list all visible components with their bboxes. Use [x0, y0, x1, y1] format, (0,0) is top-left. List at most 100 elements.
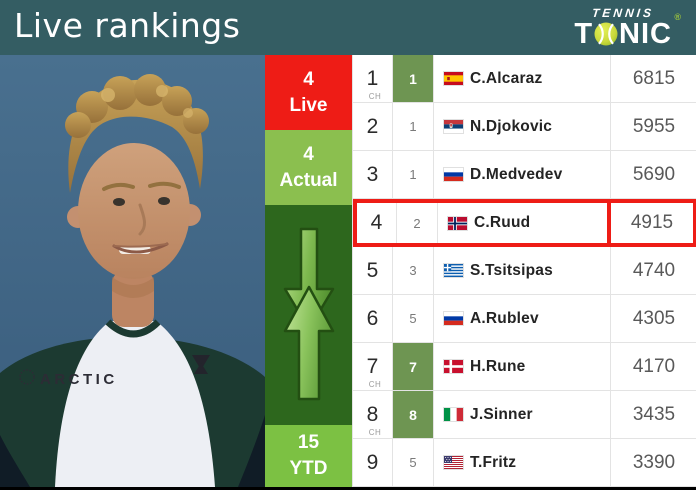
player-cell: C.Alcaraz: [434, 55, 611, 102]
rank-cell: 3 CH: [353, 151, 393, 198]
rank-cell: 6 CH: [353, 295, 393, 342]
points-value: 5955: [632, 115, 676, 137]
change-cell: 5: [393, 295, 434, 342]
player-name: H.Rune: [470, 357, 526, 375]
change-number: 1: [409, 119, 417, 134]
points-value: 4305: [632, 307, 676, 329]
change-number: 7: [409, 358, 417, 375]
ch-label: CH: [368, 92, 382, 101]
table-row[interactable]: 5 CH 3 S.Tsitsipas 4740: [353, 247, 696, 295]
player-cell: C.Ruud: [438, 203, 607, 243]
table-row[interactable]: 6 CH 5 A.Rublev 4305: [353, 295, 696, 343]
actual-rank-label: Actual: [279, 169, 338, 191]
points-value: 4915: [630, 212, 674, 233]
points-cell: 3435: [611, 391, 696, 438]
logo-tennis-text: TENNIS: [591, 5, 655, 20]
registered-mark: ®: [674, 11, 681, 22]
player-cell: A.Rublev: [434, 295, 611, 342]
points-value: 5690: [632, 163, 676, 185]
points-cell: 6815: [611, 55, 696, 102]
country-flag-icon: [444, 360, 463, 373]
player-name: T.Fritz: [470, 453, 517, 471]
points-value: 3435: [632, 403, 676, 425]
rank-cell: 9 CH: [353, 439, 393, 486]
player-name: C.Alcaraz: [470, 69, 543, 87]
table-row[interactable]: 7 CH 7 H.Rune 4170: [353, 343, 696, 391]
player-cell: N.Djokovic: [434, 103, 611, 150]
player-cell: J.Sinner: [434, 391, 611, 438]
player-cell: T.Fritz: [434, 439, 611, 486]
player-name: J.Sinner: [470, 405, 533, 423]
actual-rank-value: 4: [303, 143, 314, 165]
change-number: 1: [409, 167, 417, 182]
table-row[interactable]: 4 CH 2 C.Ruud 4915: [353, 199, 696, 247]
change-number: 5: [409, 311, 417, 326]
change-number: 5: [409, 455, 417, 470]
live-rank-label: Live: [289, 94, 328, 116]
change-cell: 7: [393, 343, 434, 390]
player-cell: H.Rune: [434, 343, 611, 390]
actual-rank-badge: 4 Actual: [265, 130, 352, 205]
ytd-badge: 15 YTD: [265, 425, 352, 487]
change-number: 8: [409, 406, 417, 423]
page-title: Live rankings: [14, 6, 241, 45]
table-row[interactable]: 3 CH 1 D.Medvedev 5690: [353, 151, 696, 199]
tennis-tonic-logo[interactable]: TENNIS T NIC ®: [574, 5, 681, 50]
table-row[interactable]: 1 CH 1 C.Alcaraz 6815: [353, 55, 696, 103]
country-flag-icon: [444, 264, 463, 277]
country-flag-icon: [444, 120, 463, 133]
rank-number: 1: [366, 66, 379, 90]
player-name: D.Medvedev: [470, 165, 563, 183]
player-name: S.Tsitsipas: [470, 261, 553, 279]
rank-number: 3: [366, 162, 379, 186]
rank-number: 9: [366, 450, 379, 474]
country-flag-icon: [444, 456, 463, 469]
points-cell: 5955: [611, 103, 696, 150]
change-cell: 3: [393, 247, 434, 294]
bottom-divider: [0, 487, 696, 490]
table-row[interactable]: 2 CH 1 N.Djokovic 5955: [353, 103, 696, 151]
change-number: 3: [409, 263, 417, 278]
points-value: 6815: [632, 67, 676, 89]
rank-number: 2: [366, 114, 379, 138]
header-bar: Live rankings TENNIS T NIC ®: [0, 0, 696, 55]
tennis-ball-icon: [594, 22, 618, 46]
live-rank-value: 4: [303, 68, 314, 90]
player-name: A.Rublev: [470, 309, 539, 327]
table-row[interactable]: 8 CH 8 J.Sinner 3435: [353, 391, 696, 439]
change-cell: 8: [393, 391, 434, 438]
rank-cell: 2 CH: [353, 103, 393, 150]
rank-number: 6: [366, 306, 379, 330]
change-cell: 1: [393, 103, 434, 150]
rank-number: 5: [366, 258, 379, 282]
rank-cell: 1 CH: [353, 55, 393, 102]
player-photo: ARCTIC: [0, 55, 265, 487]
country-flag-icon: [444, 72, 463, 85]
ch-label: CH: [368, 380, 382, 389]
country-flag-icon: [444, 168, 463, 181]
rank-cell: 4 CH: [357, 203, 397, 243]
logo-tonic-text: T NIC ®: [574, 11, 681, 50]
points-cell: 5690: [611, 151, 696, 198]
rank-cell: 5 CH: [353, 247, 393, 294]
rank-number: 8: [366, 402, 379, 426]
rank-change-panel: [265, 205, 352, 425]
points-cell: 4915: [607, 203, 693, 243]
player-cell: S.Tsitsipas: [434, 247, 611, 294]
rank-number: 4: [370, 211, 383, 234]
change-number: 2: [413, 215, 421, 231]
yonex-logo-icon: [192, 355, 210, 374]
points-value: 3390: [632, 451, 676, 473]
player-cell: D.Medvedev: [434, 151, 611, 198]
rank-number: 7: [366, 354, 379, 378]
change-cell: 1: [393, 151, 434, 198]
change-number: 1: [409, 70, 417, 87]
live-rank-badge: 4 Live: [265, 55, 352, 130]
table-row[interactable]: 9 CH 5 T.Fritz 3390: [353, 439, 696, 487]
rank-cell: 8 CH: [353, 391, 393, 438]
country-flag-icon: [444, 408, 463, 421]
change-cell: 1: [393, 55, 434, 102]
points-value: 4170: [632, 355, 676, 377]
points-cell: 4740: [611, 247, 696, 294]
